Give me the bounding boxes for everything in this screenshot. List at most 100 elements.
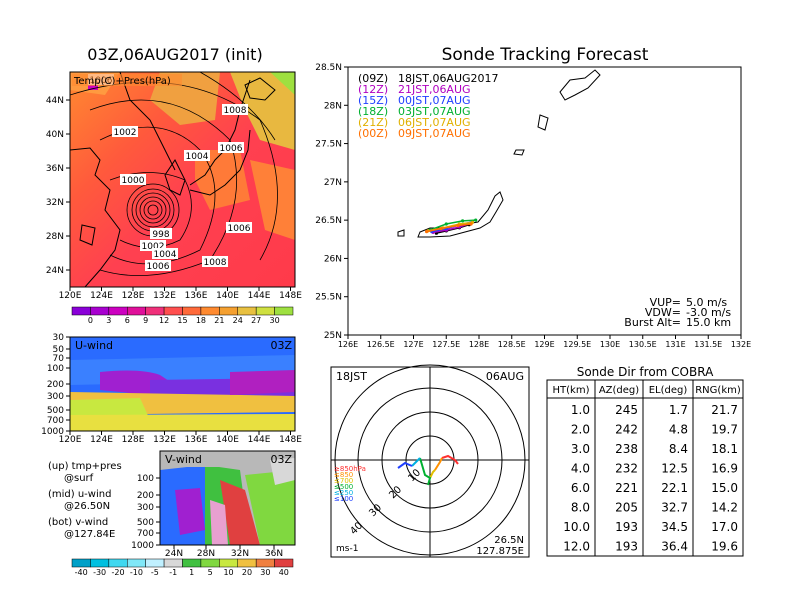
pressure-tick-label: 300 [47,392,64,402]
wind-colorbar-tick-label: -5 [151,568,159,577]
level-legend-item: ≤850 [334,471,353,479]
label-bg [145,260,171,271]
right-title: Sonde Tracking Forecast [442,45,649,65]
label-bg [120,174,146,185]
isobar-label: 1002 [114,128,137,138]
china-coast [70,147,121,287]
lon-tick-label: 129E [534,340,554,349]
lat-tick-label: 25.5N [315,293,342,303]
lon-tick-label: 148E [279,291,302,301]
label-bg [202,256,228,267]
polar-panel: 10 20 30 40 18JST 06AUG ≥850hPa≤850≤700≤… [330,364,530,558]
colorbar-tick-label: 15 [177,316,187,325]
vwind-southerly [245,470,295,545]
pressure-tick-label: 200 [47,380,64,390]
table-cell: 232 [615,462,638,476]
pressure-tick-label: 70 [53,354,65,364]
isobar-label: 1006 [147,262,170,272]
legend-time: 06JST,07AUG [398,116,471,129]
lon-tick-label: 148E [279,435,302,445]
hodo-segment-surface [441,454,459,465]
uwind-label-bg [72,339,134,353]
note-line: @surf [64,473,94,484]
colorbar-tick-label: 21 [214,316,224,325]
taiwan [79,224,96,246]
lat-tick-label: 32N [46,198,64,208]
wind-colorbar-tick-label: -30 [93,568,106,577]
island-tokunoshima [537,114,549,131]
colorbar-tick-label: 12 [159,316,169,325]
table-frame [546,379,744,557]
colorbar-swatch [255,306,275,316]
track-point [474,218,478,222]
lat-ticks: 44N 40N 36N 32N 28N 24N [46,96,70,276]
table-cell: 14.2 [711,501,738,515]
legend-time: 00JST,07AUG [398,94,471,107]
colorbar-swatch [200,306,220,316]
table-cell: 12.0 [563,540,590,554]
cool-patch-ne [270,72,295,95]
table-title: Sonde Dir from COBRA [577,365,714,379]
hodograph [397,454,459,486]
wind-colorbar-tick-label: 30 [260,568,270,577]
note-line: (up) tmp+pres [48,461,122,472]
note-line: @26.50N [64,501,110,512]
legend-code: (12Z) [358,83,388,96]
isobar-labels: 1006 1008 1002 1006 1004 1000 998 1002 1… [88,74,252,272]
map-label-bg [72,74,182,86]
pressure-tick-label: 1000 [41,427,64,437]
temp-map: 1006 1008 1002 1006 1004 1000 998 1002 1… [46,71,302,301]
legend-time: 21JST,06AUG [398,83,471,96]
pressure-tick-label: 30 [53,333,65,343]
track-line [429,219,476,231]
wind-colorbar-swatch [182,558,202,568]
label-bg [152,248,178,259]
legend-code: (15Z) [358,94,388,107]
korea-peninsula [164,159,186,196]
sonde-table: Sonde Dir from COBRA HT(km) AZ(deg) EL(deg… [546,365,744,557]
lat-tick-label: 36N [46,164,64,174]
table-cell: 15.0 [711,481,738,495]
track-point [469,222,473,226]
table-rows: 1.0 245 1.7 21.7 2.0 242 4.8 19.7 3.0 238 8.4 18.1 4… [563,403,738,554]
table-header: EL(deg) [649,385,688,396]
table-cell: 193 [615,520,638,534]
lon-tick-label: 120E [59,435,82,445]
colorbar-tick-label: 30 [269,316,279,325]
table-headers: HT(km) AZ(deg) EL(deg) RNG(km) [553,385,741,396]
lon-tick-label: 130.5E [629,340,657,349]
vwind-southerly [220,480,260,545]
lon-tick-label: 129.5E [563,340,591,349]
honshu-east [189,129,251,196]
vwind-weak [270,458,295,485]
lon-tick-label: 144E [248,435,271,445]
lat-tick-label: 24N [165,549,183,559]
legend-code: (18Z) [358,105,388,118]
pressure-tick-label: 200 [137,491,154,501]
wind-colorbar-tick-label: 5 [208,568,213,577]
level-legend-item: ≤250 [334,489,353,497]
table-cell: 16.9 [711,462,738,476]
lon-tick-label: 127E [403,340,423,349]
colorbar-swatch [90,306,110,316]
lat-tick-label: 26N [324,254,342,264]
wind-colorbar-swatch [90,558,110,568]
lon-tick-label: 126.5E [367,340,395,349]
uwind-label: U-wind [75,339,113,352]
polar-level-legend: ≥850hPa≤850≤700≤500≤250≤100 [334,465,366,503]
track-line [426,223,472,233]
track-lon-ticks: 126E 126.5E 127E 127.5E 128E 128.5E 129E 129.5E… [338,335,751,349]
table-cell: 10.0 [563,520,590,534]
colorbar-swatch [127,306,146,316]
lon-tick-label: 126E [338,340,358,349]
polar-time: 18JST [336,370,367,383]
track-line [436,223,470,234]
wind-colorbar-swatch [200,558,220,568]
wind-colorbar-tick-label: 20 [242,568,252,577]
colorbar-swatch [71,306,91,316]
table-cell: 17.0 [711,520,738,534]
korea-manchuria-coast [119,72,176,171]
table-cell: 34.5 [661,520,688,534]
table-cell: 2.0 [571,423,590,437]
